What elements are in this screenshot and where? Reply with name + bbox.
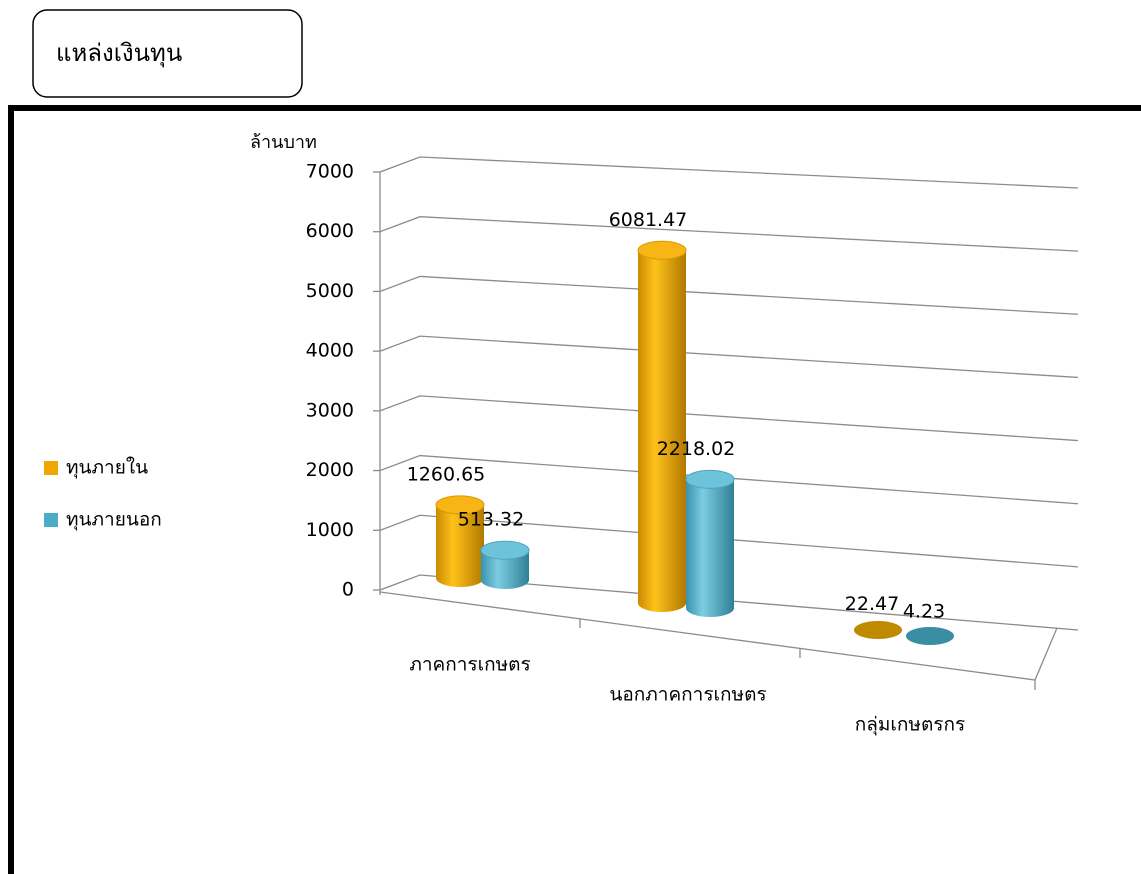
grid-line: [379, 574, 1079, 631]
bar: [686, 479, 734, 617]
x-tick-label: นอกภาคการเกษตร: [609, 684, 766, 706]
bar: [436, 504, 484, 587]
data-label: 513.32: [458, 509, 524, 531]
legend-label: ทุนภายนอก: [66, 509, 162, 532]
y-axis-label: ล้านบาท: [250, 132, 317, 153]
bar-top: [480, 540, 530, 560]
bar: [906, 627, 954, 645]
y-tick-label: 5000: [306, 280, 354, 302]
grid-line: [379, 335, 1079, 379]
grid-line: [379, 454, 1079, 505]
data-label: 1260.65: [407, 463, 486, 485]
legend-swatch: [44, 461, 58, 475]
y-tick-label: 6000: [306, 220, 354, 242]
data-label: 22.47: [845, 593, 899, 615]
bar: [638, 250, 686, 613]
y-tick-label: 2000: [306, 459, 354, 481]
bar-top: [435, 495, 485, 515]
data-label: 4.23: [903, 600, 945, 622]
bar-top: [685, 469, 735, 489]
frame: [8, 105, 1141, 874]
x-tick-label: ภาคการเกษตร: [409, 654, 530, 676]
y-tick-label: 7000: [306, 161, 354, 183]
grid-line: [379, 275, 1079, 315]
y-tick-label: 3000: [306, 399, 354, 421]
x-tick-label: กลุ่มเกษตรกร: [855, 714, 965, 737]
y-tick-label: 1000: [306, 519, 354, 541]
bar-top: [637, 240, 687, 260]
bar: [481, 550, 529, 589]
grid-line: [379, 156, 1079, 189]
grid-line: [379, 395, 1079, 442]
legend-label: ทุนภายใน: [66, 457, 148, 480]
header-title: แหล่งเงินทุน: [56, 39, 182, 68]
data-label: 6081.47: [609, 209, 688, 231]
data-label: 2218.02: [657, 438, 736, 460]
bar: [854, 621, 902, 639]
floor-ticks: [579, 619, 1036, 690]
y-tick-label: 0: [342, 579, 354, 601]
legend-swatch: [44, 513, 58, 527]
grid-line: [379, 216, 1079, 252]
header-box: [32, 9, 303, 98]
grid-line: [379, 514, 1079, 568]
y-tick-label: 4000: [306, 340, 354, 362]
